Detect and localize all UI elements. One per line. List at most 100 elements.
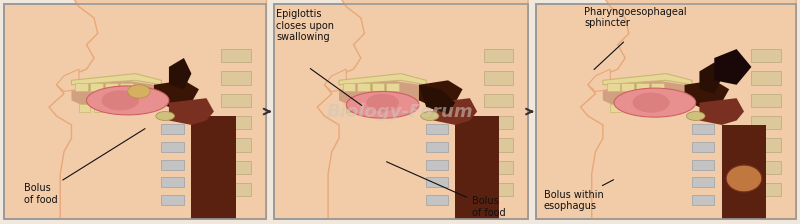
- Bar: [484, 116, 514, 129]
- Bar: [536, 4, 796, 219]
- Ellipse shape: [102, 90, 139, 110]
- Bar: [622, 83, 634, 91]
- Text: Epiglottis
closes upon
swallowing: Epiglottis closes upon swallowing: [276, 9, 334, 42]
- Bar: [191, 116, 237, 219]
- Bar: [79, 104, 90, 112]
- Bar: [75, 83, 88, 91]
- Bar: [640, 104, 651, 112]
- Ellipse shape: [86, 86, 169, 115]
- Bar: [274, 4, 528, 219]
- Polygon shape: [699, 62, 722, 94]
- Polygon shape: [714, 49, 751, 85]
- Text: Biology-Forum: Biology-Forum: [326, 103, 474, 121]
- Polygon shape: [325, 69, 346, 91]
- Ellipse shape: [614, 88, 696, 117]
- Bar: [610, 104, 622, 112]
- Bar: [751, 161, 781, 174]
- Bar: [651, 83, 664, 91]
- Bar: [222, 161, 251, 174]
- Bar: [426, 159, 448, 170]
- Bar: [342, 83, 355, 91]
- Bar: [692, 142, 714, 152]
- Bar: [692, 124, 714, 134]
- Bar: [484, 94, 514, 107]
- Bar: [162, 159, 184, 170]
- Bar: [162, 124, 184, 134]
- Bar: [606, 83, 619, 91]
- Bar: [222, 71, 251, 85]
- Polygon shape: [49, 0, 266, 219]
- Text: Pharyngoesophageal
sphincter: Pharyngoesophageal sphincter: [584, 7, 686, 28]
- Bar: [94, 104, 106, 112]
- Bar: [357, 83, 370, 91]
- Polygon shape: [603, 74, 692, 85]
- Bar: [722, 125, 766, 219]
- Bar: [162, 177, 184, 187]
- Polygon shape: [603, 80, 692, 112]
- Bar: [222, 49, 251, 62]
- Polygon shape: [154, 80, 199, 107]
- Polygon shape: [699, 98, 744, 125]
- Bar: [222, 183, 251, 196]
- Ellipse shape: [726, 165, 762, 192]
- Bar: [162, 142, 184, 152]
- Bar: [636, 83, 650, 91]
- Bar: [162, 195, 184, 205]
- Ellipse shape: [128, 85, 150, 98]
- Bar: [751, 49, 781, 62]
- Bar: [106, 83, 118, 91]
- Bar: [109, 104, 120, 112]
- Polygon shape: [339, 74, 426, 85]
- Bar: [751, 138, 781, 152]
- Bar: [484, 183, 514, 196]
- Bar: [484, 71, 514, 85]
- Bar: [484, 49, 514, 62]
- Bar: [222, 138, 251, 152]
- Bar: [90, 83, 103, 91]
- Bar: [120, 83, 134, 91]
- Bar: [426, 177, 448, 187]
- Bar: [4, 4, 266, 219]
- Text: Bolus
of food: Bolus of food: [386, 162, 506, 218]
- Bar: [692, 159, 714, 170]
- Bar: [222, 116, 251, 129]
- Bar: [455, 116, 499, 219]
- Polygon shape: [588, 69, 610, 91]
- Ellipse shape: [421, 112, 439, 121]
- Bar: [426, 124, 448, 134]
- Bar: [426, 195, 448, 205]
- Bar: [4, 4, 266, 219]
- Ellipse shape: [686, 112, 705, 121]
- Bar: [274, 4, 528, 219]
- Text: Bolus
of food: Bolus of food: [24, 129, 145, 205]
- Bar: [222, 94, 251, 107]
- Polygon shape: [169, 58, 191, 89]
- Ellipse shape: [346, 91, 419, 118]
- Bar: [386, 83, 399, 91]
- Polygon shape: [339, 80, 426, 112]
- Ellipse shape: [366, 94, 399, 112]
- Bar: [484, 138, 514, 152]
- Polygon shape: [419, 80, 462, 107]
- Polygon shape: [318, 0, 528, 219]
- Bar: [751, 116, 781, 129]
- Polygon shape: [57, 69, 79, 91]
- Ellipse shape: [156, 112, 174, 121]
- Polygon shape: [71, 80, 162, 112]
- Polygon shape: [685, 80, 729, 107]
- Polygon shape: [419, 85, 455, 114]
- Bar: [484, 161, 514, 174]
- Ellipse shape: [633, 93, 670, 113]
- Polygon shape: [169, 98, 214, 125]
- Bar: [346, 104, 357, 112]
- Polygon shape: [71, 74, 162, 85]
- Bar: [751, 183, 781, 196]
- Bar: [692, 195, 714, 205]
- Bar: [751, 71, 781, 85]
- Bar: [625, 104, 636, 112]
- Bar: [372, 83, 385, 91]
- Polygon shape: [581, 0, 796, 219]
- Bar: [426, 142, 448, 152]
- Bar: [361, 104, 372, 112]
- Text: Bolus within
esophagus: Bolus within esophagus: [544, 180, 614, 211]
